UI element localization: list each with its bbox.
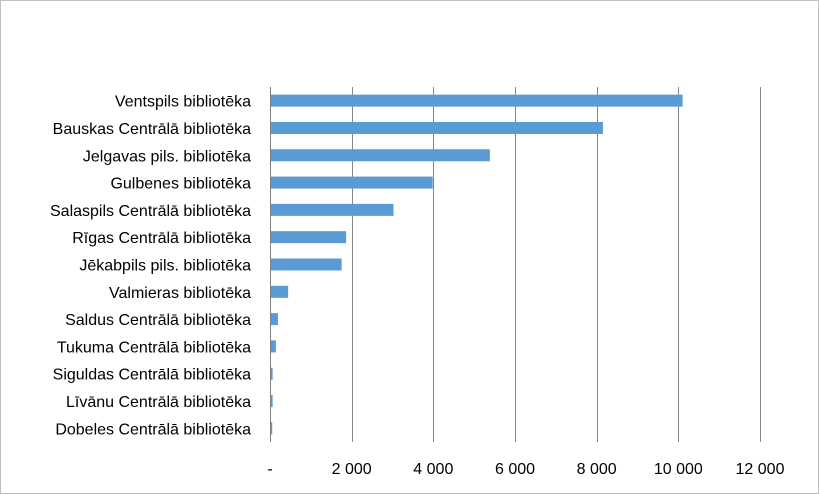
bar: [271, 149, 490, 162]
category-label: Dobeles Centrālā bibliotēka: [55, 421, 251, 438]
bars: [271, 94, 683, 435]
bar: [271, 176, 433, 189]
category-label: Siguldas Centrālā bibliotēka: [53, 367, 251, 384]
gridlines: [270, 87, 761, 442]
category-label: Gulbenes bibliotēka: [110, 176, 251, 193]
bar: [271, 94, 683, 107]
bar: [271, 367, 273, 380]
x-tick-label: 6 000: [495, 461, 535, 478]
category-label: Tukuma Centrālā bibliotēka: [57, 339, 251, 356]
bar: [271, 258, 342, 271]
x-tick-label: 4 000: [413, 461, 453, 478]
bar: [271, 395, 273, 408]
category-label: Saldus Centrālā bibliotēka: [65, 312, 251, 329]
category-label: Salaspils Centrālā bibliotēka: [50, 203, 251, 220]
category-label: Jēkabpils pils. bibliotēka: [79, 258, 251, 275]
category-label: Valmieras bibliotēka: [109, 285, 251, 302]
category-label: Ventspils bibliotēka: [115, 94, 251, 111]
category-label: Bauskas Centrālā bibliotēka: [53, 121, 251, 138]
bar: [271, 231, 347, 244]
bar: [271, 422, 273, 435]
x-axis-tick-labels: - 2 000 4 000 6 000 8 000 10 000 12 000: [267, 461, 784, 478]
x-tick-label: -: [267, 461, 272, 478]
category-label: Rīgas Centrālā bibliotēka: [72, 230, 251, 247]
x-tick-label: 10 000: [654, 461, 703, 478]
bar: [271, 285, 289, 298]
bar: [271, 313, 278, 326]
category-label: Jelgavas pils. bibliotēka: [83, 148, 251, 165]
bar: [271, 340, 276, 353]
category-label: Līvānu Centrālā bibliotēka: [66, 394, 251, 411]
category-labels: Ventspils bibliotēka Bauskas Centrālā bib…: [50, 94, 251, 439]
bar: [271, 121, 603, 134]
x-tick-label: 2 000: [332, 461, 372, 478]
bar: [271, 203, 394, 216]
x-tick-label: 8 000: [577, 461, 617, 478]
x-tick-label: 12 000: [736, 461, 785, 478]
